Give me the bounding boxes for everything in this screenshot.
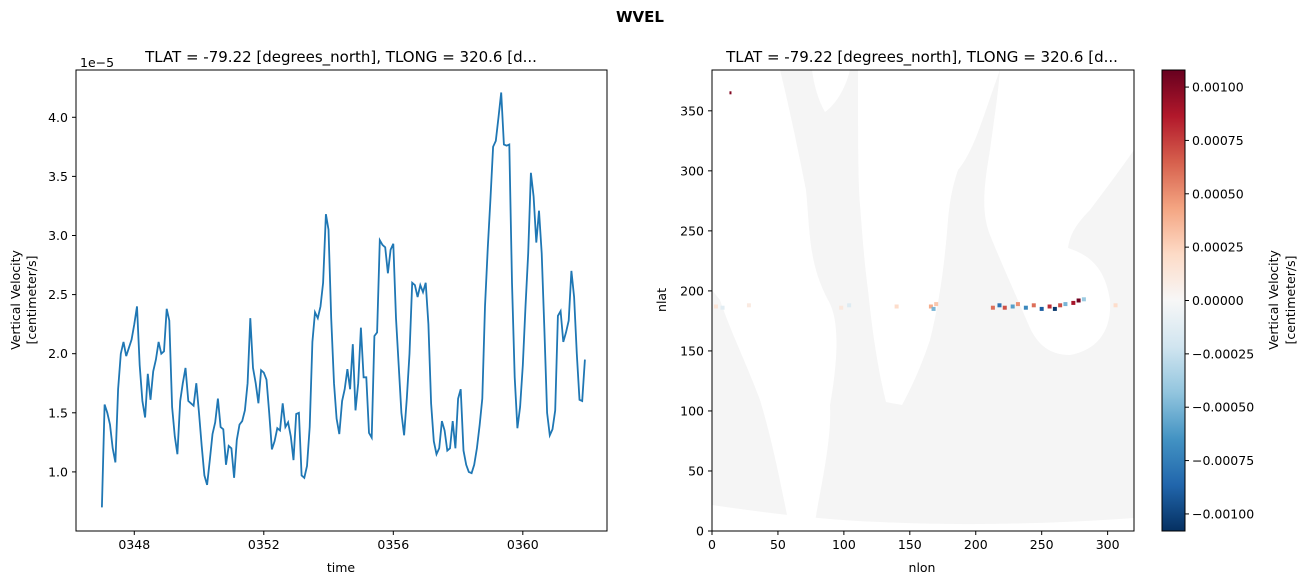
line-series-wvel [101,92,586,508]
colorbar-tick-label: 0.00075 [1192,133,1244,148]
x-tick-label: 0352 [248,537,280,552]
heatmap-cell [1052,306,1057,311]
heatmap-x-ticks: 0 50 100 150 200 250 300 [708,531,1120,552]
heatmap-cell [1002,305,1007,310]
x-tick-label: 250 [1030,537,1054,552]
heatmap-cell [1023,305,1028,310]
heatmap-cell [1015,302,1020,307]
colorbar-label-line-1: Vertical Velocity [1266,250,1281,350]
colorbar-label-line-2: [centimeter/s] [1283,256,1298,345]
heatmap-panel: TLAT = -79.22 [degrees_north], TLONG = 3… [654,48,1298,575]
heatmap-cell [1058,303,1063,308]
heatmap-cell [720,305,725,310]
colorbar-tick-label: 0.00000 [1192,293,1244,308]
heatmap-cell [839,305,844,310]
x-tick-label: 100 [832,537,856,552]
heatmap-cell [1113,303,1118,308]
line-chart-y-ticks: 1.0 1.5 2.0 2.5 3.0 3.5 4.0 [48,110,76,479]
y-tick-label: 2.0 [48,346,68,361]
x-tick-label: 0 [708,537,716,552]
y-tick-label: 3.5 [48,169,68,184]
heatmap-cell [847,303,852,308]
line-chart-title: TLAT = -79.22 [degrees_north], TLONG = 3… [144,48,537,67]
y-axis-offset-label: 1e−5 [80,55,114,70]
line-chart-x-ticks: 0348 0352 0356 0360 [118,531,539,552]
y-tick-label: 100 [680,403,704,418]
line-chart-panel: TLAT = -79.22 [degrees_north], TLONG = 3… [8,48,608,575]
y-tick-label: 150 [680,343,704,358]
heatmap-anomalies [713,91,1118,311]
y-tick-label: 200 [680,283,704,298]
heatmap-cell [990,305,995,310]
heatmap-cell [1076,298,1081,303]
line-chart-plot-area [101,92,586,508]
heatmap-cell [1047,304,1052,309]
colorbar-tick-label: 0.00050 [1192,186,1244,201]
heatmap-cell [1039,306,1044,311]
heatmap-title: TLAT = -79.22 [degrees_north], TLONG = 3… [725,48,1118,67]
heatmap-cell [1031,303,1036,308]
y-tick-label: 0 [696,524,704,539]
heatmap-cell [934,302,939,307]
heatmap-cell [729,91,732,95]
heatmap-cell [894,304,899,309]
colorbar-tick-label: −0.00100 [1192,506,1254,521]
x-tick-label: 200 [964,537,988,552]
heatmap-cell [1010,304,1015,309]
y-tick-label: 350 [680,103,704,118]
line-chart-y-label-line-2: [centimeter/s] [24,256,39,345]
colorbar-tick-label: −0.00025 [1192,346,1254,361]
y-tick-label: 300 [680,163,704,178]
colorbar-tick-label: −0.00075 [1192,453,1254,468]
heatmap-y-label: nlat [654,288,669,312]
colorbar-tick-label: 0.00025 [1192,240,1244,255]
x-tick-label: 0348 [118,537,150,552]
y-tick-label: 4.0 [48,110,68,125]
figure-suptitle: WVEL [616,8,664,26]
x-tick-label: 150 [898,537,922,552]
heatmap-cell [746,303,751,308]
heatmap-cell [1081,297,1086,302]
y-tick-label: 2.5 [48,287,68,302]
x-tick-label: 300 [1096,537,1120,552]
y-tick-label: 1.0 [48,464,68,479]
x-tick-label: 50 [770,537,786,552]
heatmap-y-ticks: 0 50 100 150 200 250 300 350 [680,103,712,539]
y-tick-label: 50 [688,463,704,478]
y-tick-label: 3.0 [48,228,68,243]
colorbar [1161,69,1186,532]
colorbar-tick-label: −0.00050 [1192,400,1254,415]
line-chart-x-label: time [327,560,356,575]
heatmap-cell [931,306,936,311]
heatmap-axes-frame [711,69,1135,532]
y-tick-label: 1.5 [48,405,68,420]
heatmap-x-label: nlon [909,560,936,575]
heatmap-cell [997,303,1002,308]
heatmap-cell [928,304,933,309]
x-tick-label: 0356 [377,537,409,552]
heatmap-cell [1071,300,1076,305]
line-chart-y-label-line-1: Vertical Velocity [8,250,23,350]
x-tick-label: 0360 [507,537,539,552]
heatmap-cell [713,304,718,309]
colorbar-tick-label: 0.00100 [1192,80,1244,95]
heatmap-cell [1063,302,1068,307]
line-chart-axes-frame [75,69,608,532]
heatmap-land-mask [712,70,1134,531]
y-tick-label: 250 [680,223,704,238]
colorbar-ticks: −0.00100 −0.00075 −0.00050 −0.00025 0.00000 0… [1185,80,1254,521]
